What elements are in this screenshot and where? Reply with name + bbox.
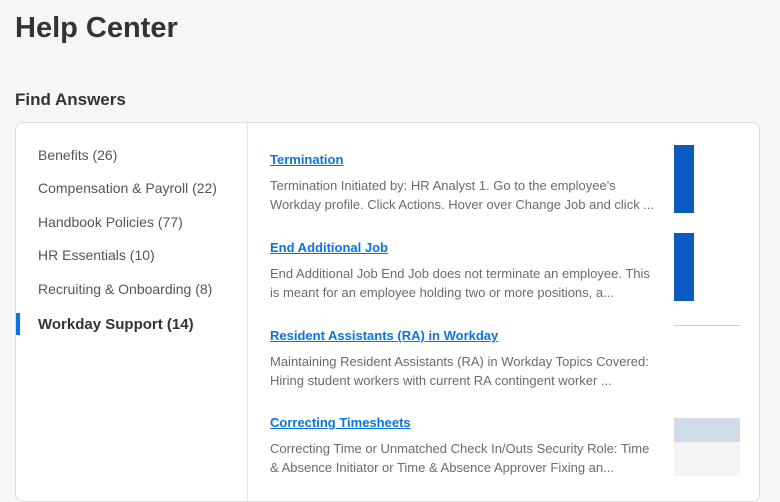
result-link[interactable]: Resident Assistants (RA) in Workday bbox=[270, 328, 499, 343]
result-thumbnail[interactable] bbox=[674, 233, 740, 301]
result-item: Termination Termination Initiated by: HR … bbox=[270, 152, 660, 214]
category-handbook-policies[interactable]: Handbook Policies (77) bbox=[38, 214, 183, 230]
category-workday-support[interactable]: Workday Support (14) bbox=[38, 316, 194, 333]
category-hr-essentials[interactable]: HR Essentials (10) bbox=[38, 247, 155, 263]
result-item: End Additional Job End Additional Job End… bbox=[270, 240, 660, 302]
category-recruiting-onboarding[interactable]: Recruiting & Onboarding (8) bbox=[38, 281, 213, 297]
result-snippet: Correcting Time or Unmatched Check In/Ou… bbox=[270, 441, 650, 475]
result-link[interactable]: Termination bbox=[270, 152, 344, 167]
result-snippet: End Additional Job End Job does not term… bbox=[270, 266, 650, 300]
section-title: Find Answers bbox=[15, 90, 126, 109]
result-link[interactable]: End Additional Job bbox=[270, 240, 388, 255]
result-thumbnail[interactable] bbox=[674, 145, 740, 213]
category-benefits[interactable]: Benefits (26) bbox=[38, 147, 118, 163]
result-thumbnail[interactable] bbox=[674, 408, 740, 476]
result-snippet: Termination Initiated by: HR Analyst 1. … bbox=[270, 178, 655, 212]
result-item: Resident Assistants (RA) in Workday Maint… bbox=[270, 328, 660, 390]
result-item: Correcting Timesheets Correcting Time or … bbox=[270, 415, 660, 477]
page-title: Help Center bbox=[15, 12, 178, 44]
active-indicator bbox=[16, 313, 20, 335]
category-compensation-payroll[interactable]: Compensation & Payroll (22) bbox=[38, 180, 217, 196]
category-list: Benefits (26) Compensation & Payroll (22… bbox=[16, 123, 248, 501]
find-answers-card: Benefits (26) Compensation & Payroll (22… bbox=[15, 122, 760, 502]
result-link[interactable]: Correcting Timesheets bbox=[270, 415, 411, 430]
result-snippet: Maintaining Resident Assistants (RA) in … bbox=[270, 354, 649, 388]
result-thumbnail[interactable] bbox=[674, 325, 740, 393]
